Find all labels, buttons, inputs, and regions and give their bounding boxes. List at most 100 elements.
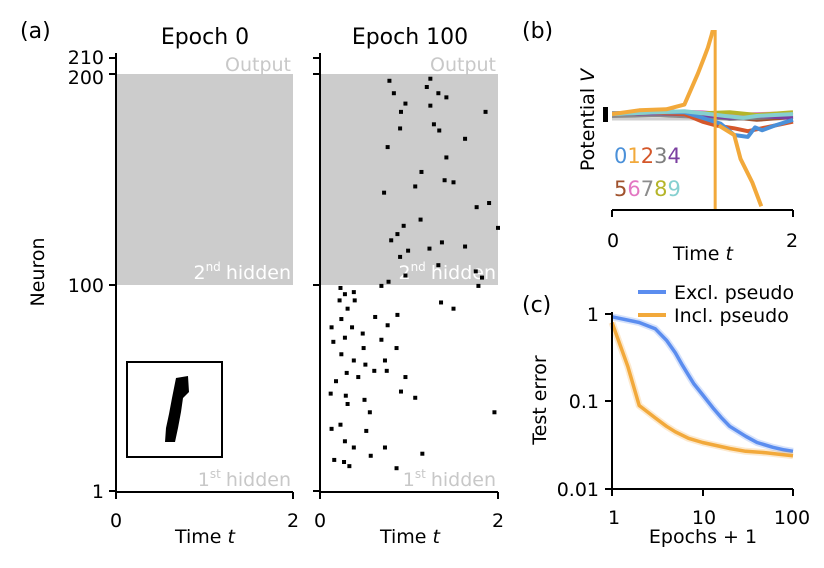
spike-marker (398, 126, 403, 131)
spike-marker (368, 453, 373, 458)
raster-epoch100: Epoch 100 0 2 Time t Output 2nd hidden 1s… (313, 25, 504, 548)
spike-marker (398, 389, 403, 394)
x-tick-label-0: 0 (314, 510, 326, 532)
potential-traces (612, 30, 794, 210)
y-tick-label-0.01: 0.01 (557, 479, 599, 501)
spike-marker (351, 445, 356, 450)
spike-marker (420, 451, 425, 456)
second-hidden-label: 2nd hidden (398, 260, 496, 284)
error-band-0 (611, 313, 794, 455)
error-ylabel: Test error (529, 355, 551, 446)
spike-marker (342, 335, 347, 340)
spike-marker (487, 201, 492, 206)
y-tick-label-1: 1 (92, 481, 104, 503)
spike-marker (364, 428, 369, 433)
raster-epoch0-title: Epoch 0 (161, 25, 249, 50)
spike-marker (367, 410, 372, 415)
spike-marker (398, 254, 403, 259)
second-hidden-shade (320, 74, 498, 285)
spike-marker (342, 292, 347, 297)
spike-marker (451, 180, 456, 185)
y-tick-label-210: 210 (68, 47, 104, 69)
spike-marker (351, 358, 356, 363)
spike-marker (342, 439, 347, 444)
xlabel-var: t (228, 526, 237, 548)
spike-marker (382, 190, 387, 195)
spike-marker (347, 464, 352, 469)
spike-marker (418, 217, 423, 222)
x-tick-label-10: 10 (692, 507, 716, 529)
spike-marker (352, 298, 357, 303)
spike-marker (356, 375, 361, 380)
potential-trace-1 (612, 30, 715, 117)
spike-marker (344, 370, 349, 375)
raster-epoch100-title: Epoch 100 (352, 25, 468, 50)
y-tick-label-200: 200 (68, 67, 104, 89)
xlabel-word: Time (174, 526, 222, 548)
spike-marker (492, 410, 497, 415)
spike-marker (339, 317, 344, 322)
x-tick-label-2: 2 (786, 230, 798, 252)
spike-marker (476, 283, 481, 288)
spike-marker (362, 397, 367, 402)
spike-marker (385, 323, 390, 328)
digit-one-glyph (165, 376, 189, 442)
second-hidden-shade (116, 74, 293, 285)
spike-marker (479, 275, 484, 280)
panel-label-b: (b) (522, 19, 553, 44)
spike-marker (343, 393, 348, 398)
raster-epoch0: Epoch 0 210 200 100 1 0 2 Time t Neuron … (27, 25, 299, 548)
spike-marker (444, 155, 449, 160)
spike-marker (403, 273, 408, 278)
potential-trace-1b (717, 123, 764, 208)
spike-marker (337, 298, 342, 303)
first-hidden-label: 1st hidden (403, 467, 496, 491)
error-xlabel: Epochs + 1 (649, 526, 757, 548)
output-layer-label: Output (225, 54, 291, 76)
second-hidden-label: 2nd hidden (193, 260, 291, 284)
panel-label-a: (a) (20, 19, 51, 44)
spike-marker (451, 306, 456, 311)
spike-marker (428, 76, 433, 81)
spike-marker (329, 426, 334, 431)
y-tick-label-100: 100 (68, 275, 104, 297)
y-tick-label-0.1: 0.1 (569, 391, 599, 413)
spike-marker (328, 391, 333, 396)
spike-marker (363, 362, 368, 367)
x-tick-label-100: 100 (774, 507, 810, 529)
spike-marker (372, 368, 377, 373)
x-tick-label-1: 1 (608, 507, 620, 529)
spike-marker (384, 368, 389, 373)
spike-marker (339, 352, 344, 357)
error-legend: Excl. pseudo Incl. pseudo (638, 282, 794, 327)
spike-marker (382, 445, 387, 450)
spike-marker (391, 91, 396, 96)
spike-marker (379, 283, 384, 288)
spike-marker (403, 375, 408, 380)
input-digit-inset (126, 361, 223, 458)
spike-marker (428, 103, 433, 108)
spike-marker (401, 223, 406, 228)
spike-marker (345, 401, 350, 406)
spike-markers (328, 76, 500, 471)
spike-marker (496, 225, 500, 230)
spike-marker (436, 91, 441, 96)
spike-marker (437, 128, 442, 133)
panel-label-c: (c) (522, 293, 551, 318)
spike-marker (427, 246, 432, 251)
xlabel-word: Time (379, 526, 427, 548)
spike-marker (329, 325, 334, 330)
spike-marker (389, 238, 394, 243)
x-tick-label-2: 2 (287, 510, 299, 532)
spike-marker (342, 459, 347, 464)
potential-xlabel: Time t (672, 243, 735, 265)
potential-ylabel: Potential V (577, 67, 599, 171)
legend-label-excl: Excl. pseudo (674, 282, 794, 304)
spike-marker (334, 379, 339, 384)
x-tick-label-0: 0 (110, 510, 122, 532)
legend-label-incl: Incl. pseudo (674, 305, 789, 327)
spike-marker (463, 244, 468, 249)
spike-marker (439, 240, 444, 245)
spike-marker (413, 395, 418, 400)
